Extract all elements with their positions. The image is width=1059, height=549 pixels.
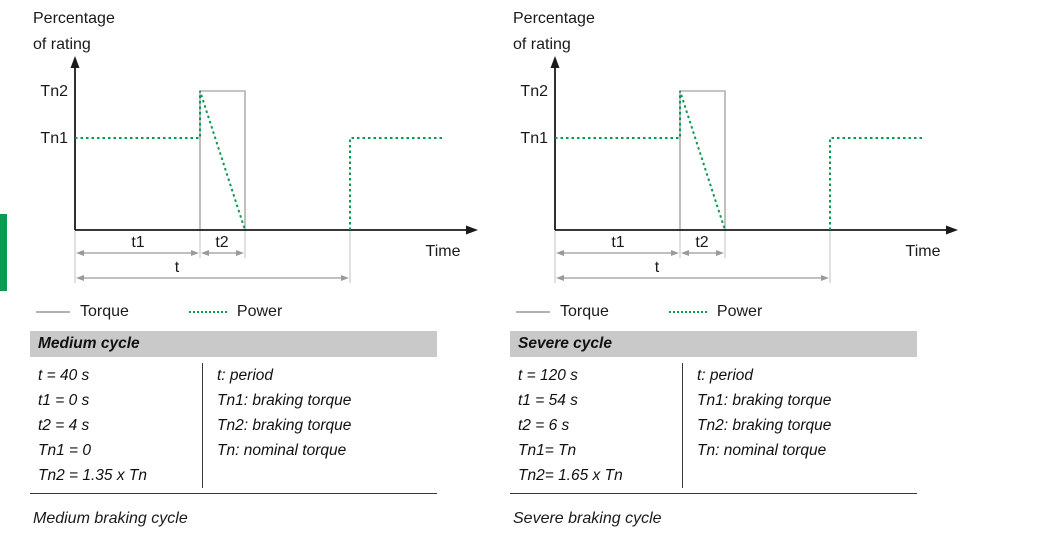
tn2-label: Tn2 xyxy=(520,83,548,100)
green-accent-bar xyxy=(0,214,7,291)
table-values-column: t = 120 s t1 = 54 s t2 = 6 s Tn1= Tn Tn2… xyxy=(510,363,682,488)
t1-dimension xyxy=(76,250,199,256)
extension-lines xyxy=(554,230,831,283)
power-line-repeat xyxy=(829,137,925,230)
severe-braking-cycle-chart: Percentage of rating Tn2 Tn1 xyxy=(513,10,958,283)
x-axis xyxy=(75,225,478,235)
t-label: t xyxy=(655,259,660,276)
t1-dimension xyxy=(556,250,679,256)
y-axis-title-line1: Percentage xyxy=(33,10,115,27)
power-line xyxy=(75,90,246,231)
x-axis xyxy=(555,225,958,235)
table-definitions-column: t: period Tn1: braking torque Tn2: braki… xyxy=(682,363,917,488)
table-value: Tn2 = 1.35 x Tn xyxy=(38,467,147,484)
severe-cycle-table: Severe cycle t = 120 s t1 = 54 s t2 = 6 … xyxy=(510,331,917,494)
table-definitions-column: t: period Tn1: braking torque Tn2: braki… xyxy=(202,363,437,488)
t2-label: t2 xyxy=(695,234,708,251)
torque-line xyxy=(199,90,246,230)
y-axis-title-line2: of rating xyxy=(513,36,571,53)
power-legend-label: Power xyxy=(236,303,283,320)
table-value: t = 120 s xyxy=(518,367,578,384)
table-value: t2 = 6 s xyxy=(518,417,570,434)
t2-label: t2 xyxy=(215,234,228,251)
table-definition: Tn2: braking torque xyxy=(217,417,352,434)
torque-line xyxy=(679,90,726,230)
x-axis-arrowhead xyxy=(946,225,958,235)
tn1-label: Tn1 xyxy=(40,130,68,147)
y-axis-arrowhead xyxy=(550,56,560,68)
medium-cycle-table: Medium cycle t = 40 s t1 = 0 s t2 = 4 s … xyxy=(30,331,437,494)
torque-line-swatch xyxy=(36,311,70,313)
legend: Torque Power xyxy=(36,303,480,321)
table-definition: t: period xyxy=(217,367,274,384)
torque-line-swatch xyxy=(516,311,550,313)
y-axis-title-line2: of rating xyxy=(33,36,91,53)
legend: Torque Power xyxy=(516,303,960,321)
power-legend-label: Power xyxy=(716,303,763,320)
power-line-repeat xyxy=(349,137,445,230)
power-line xyxy=(555,90,726,231)
table-value: t2 = 4 s xyxy=(38,417,90,434)
severe-cycle-panel: Percentage of rating Tn2 Tn1 xyxy=(510,6,960,528)
table-definition: Tn2: braking torque xyxy=(697,417,832,434)
power-line-swatch xyxy=(668,311,707,313)
x-axis-arrowhead xyxy=(466,225,478,235)
torque-legend-label: Torque xyxy=(80,303,129,320)
t2-dimension xyxy=(201,250,244,256)
table-definition: Tn: nominal torque xyxy=(217,442,347,459)
table-definition: Tn1: braking torque xyxy=(697,392,832,409)
medium-cycle-panel: Percentage of rating Tn2 Tn1 xyxy=(30,6,480,528)
torque-legend-label: Torque xyxy=(560,303,609,320)
panel-caption: Severe braking cycle xyxy=(513,510,662,527)
table-definition: Tn: nominal torque xyxy=(697,442,827,459)
t1-label: t1 xyxy=(611,234,624,251)
t-dimension xyxy=(556,275,829,281)
y-axis-arrowhead xyxy=(70,56,80,68)
table-value: t1 = 0 s xyxy=(38,392,90,409)
table-value: t = 40 s xyxy=(38,367,90,384)
table-header: Severe cycle xyxy=(510,331,917,357)
table-definition: Tn1: braking torque xyxy=(217,392,352,409)
t2-dimension xyxy=(681,250,724,256)
tn2-label: Tn2 xyxy=(40,83,68,100)
t-dimension xyxy=(76,275,349,281)
table-body: t = 40 s t1 = 0 s t2 = 4 s Tn1 = 0 Tn2 =… xyxy=(30,357,437,494)
table-header: Medium cycle xyxy=(30,331,437,357)
extension-lines xyxy=(74,230,351,283)
y-axis xyxy=(550,56,560,230)
table-value: Tn2= 1.65 x Tn xyxy=(518,467,623,484)
panels-container: Percentage of rating Tn2 Tn1 xyxy=(30,6,960,528)
table-values-column: t = 40 s t1 = 0 s t2 = 4 s Tn1 = 0 Tn2 =… xyxy=(30,363,202,488)
table-value: Tn1 = 0 xyxy=(38,442,91,459)
t-label: t xyxy=(175,259,180,276)
y-axis xyxy=(70,56,80,230)
table-definition: t: period xyxy=(697,367,754,384)
time-axis-label: Time xyxy=(906,243,941,260)
time-axis-label: Time xyxy=(426,243,461,260)
table-value: t1 = 54 s xyxy=(518,392,578,409)
panel-caption: Medium braking cycle xyxy=(33,510,188,527)
y-axis-title-line1: Percentage xyxy=(513,10,595,27)
table-value: Tn1= Tn xyxy=(518,442,577,459)
tn1-label: Tn1 xyxy=(520,130,548,147)
t1-label: t1 xyxy=(131,234,144,251)
power-line-swatch xyxy=(188,311,227,313)
medium-braking-cycle-chart: Percentage of rating Tn2 Tn1 xyxy=(33,10,478,283)
table-body: t = 120 s t1 = 54 s t2 = 6 s Tn1= Tn Tn2… xyxy=(510,357,917,494)
